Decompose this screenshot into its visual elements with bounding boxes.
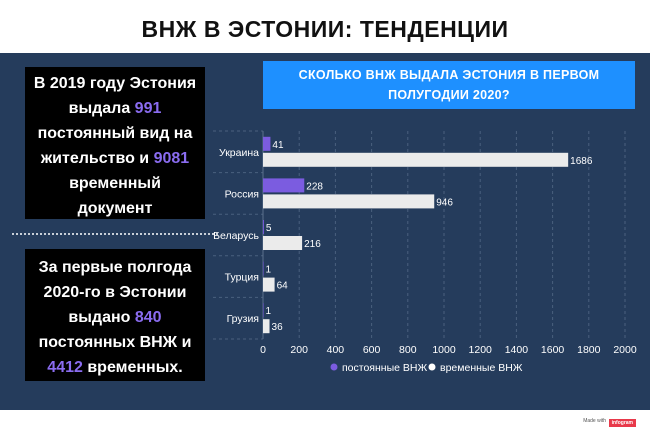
highlight-number: 840 xyxy=(134,309,162,326)
x-tick-label: 1000 xyxy=(432,344,456,356)
highlight-number: 991 xyxy=(134,100,162,117)
bar-temporary xyxy=(263,194,435,209)
bar-chart: 0 200 400 600 800 1000 1200 1400 1600 1800 2000 Укр… xyxy=(213,130,637,374)
data-label: 36 xyxy=(272,322,284,333)
bar-permanent xyxy=(263,178,305,193)
bar-permanent xyxy=(263,303,264,318)
bar-permanent xyxy=(263,136,271,151)
x-tick-label: 600 xyxy=(363,344,381,356)
fact-text: выдала xyxy=(68,100,135,117)
x-tick-label: 200 xyxy=(290,344,308,356)
dotted-divider xyxy=(12,233,218,235)
footer-bar xyxy=(0,410,650,436)
x-tick-label: 1600 xyxy=(541,344,565,356)
fact-text: временных. xyxy=(82,359,183,376)
fact-line: В 2019 году Эстония xyxy=(33,75,197,92)
fact-line: За первые полгода xyxy=(38,259,192,276)
data-label: 1 xyxy=(266,306,272,317)
category-label: Турция xyxy=(225,272,259,284)
bar-permanent xyxy=(263,220,264,234)
category-label: Грузия xyxy=(227,313,259,325)
category-label: Украина xyxy=(219,147,259,159)
fact-box-2020: За первые полгода 2020-го в Эстонии выда… xyxy=(25,249,205,381)
data-label: 1686 xyxy=(570,156,593,167)
fact-line: 2020-го в Эстонии xyxy=(43,284,187,301)
data-label: 228 xyxy=(306,181,323,192)
fact-line: выдано 840 xyxy=(25,305,205,330)
legend-marker xyxy=(428,363,436,371)
x-tick-label: 0 xyxy=(260,344,266,356)
fact-text: выдано xyxy=(68,309,135,326)
bar-temporary xyxy=(263,236,303,250)
brand-logo[interactable]: infogram xyxy=(608,419,636,427)
fact-line: выдала 991 xyxy=(25,96,205,121)
chart-title: СКОЛЬКО ВНЖ ВЫДАЛА ЭСТОНИЯ В ПЕРВОМ ПОЛУ… xyxy=(263,61,635,109)
fact-box-2019: В 2019 году Эстония выдала 991 постоянны… xyxy=(25,67,205,219)
chart-title-line: ПОЛУГОДИИ 2020? xyxy=(388,88,510,102)
chart-title-line: СКОЛЬКО ВНЖ ВЫДАЛА ЭСТОНИЯ В ПЕРВОМ xyxy=(298,68,600,82)
fact-line: постоянный вид на xyxy=(37,125,193,142)
made-with-text: Made with xyxy=(583,418,606,424)
fact-line: жительство и 9081 xyxy=(25,146,205,171)
data-label: 5 xyxy=(266,223,272,234)
bar-temporary xyxy=(263,277,275,292)
fact-line: временный xyxy=(69,175,161,192)
x-tick-label: 800 xyxy=(399,344,417,356)
page-title: ВНЖ В ЭСТОНИИ: ТЕНДЕНЦИИ xyxy=(141,16,509,42)
legend-label: постоянные ВНЖ xyxy=(342,362,427,374)
fact-text: жительство и xyxy=(40,150,154,167)
highlight-number: 4412 xyxy=(47,359,83,376)
content-panel: В 2019 году Эстония выдала 991 постоянны… xyxy=(0,53,650,410)
data-label: 946 xyxy=(436,197,453,208)
bar-temporary xyxy=(263,319,270,334)
category-label: Россия xyxy=(225,188,259,200)
legend-label: временные ВНЖ xyxy=(440,362,523,374)
fact-line: постоянных ВНЖ и xyxy=(38,334,192,351)
x-tick-label: 1800 xyxy=(577,344,601,356)
x-tick-label: 400 xyxy=(327,344,345,356)
highlight-number: 9081 xyxy=(153,150,190,167)
category-label: Беларусь xyxy=(213,230,259,242)
fact-line: 4412 временных. xyxy=(25,355,205,380)
x-tick-label: 1200 xyxy=(469,344,493,356)
x-tick-label: 1400 xyxy=(505,344,529,356)
legend-marker xyxy=(330,363,338,371)
x-tick-label: 2000 xyxy=(613,344,637,356)
data-label: 64 xyxy=(277,281,289,292)
bar-temporary xyxy=(263,152,569,167)
data-label: 41 xyxy=(272,140,284,151)
bar-permanent xyxy=(263,261,264,276)
data-label: 1 xyxy=(266,265,272,276)
fact-line: документ xyxy=(77,200,153,217)
data-label: 216 xyxy=(304,239,321,250)
